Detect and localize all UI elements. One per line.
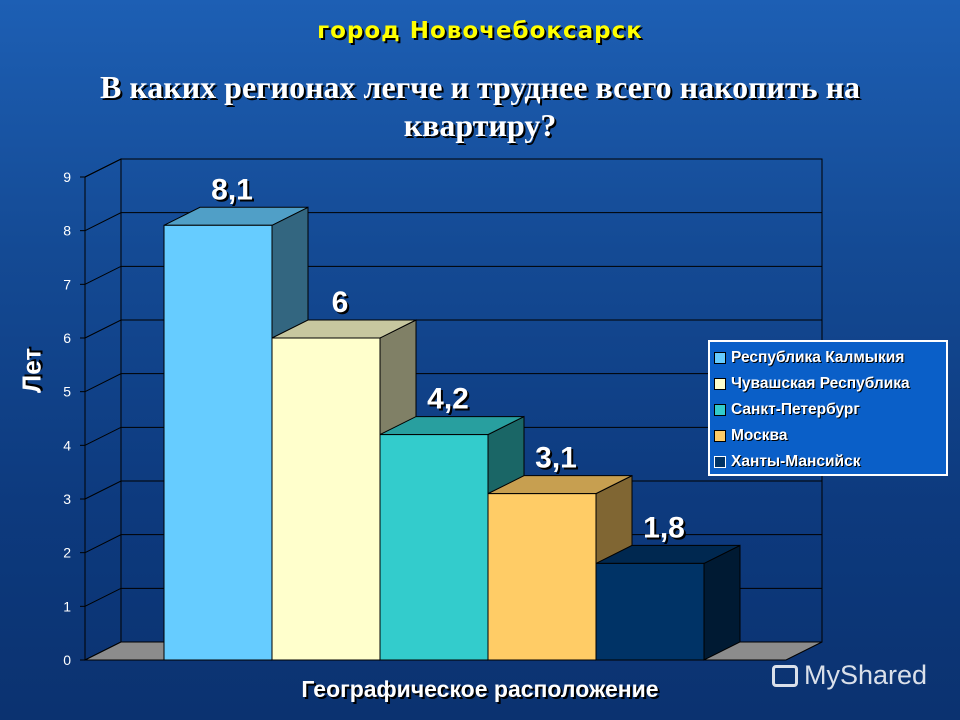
chart-legend: Республика Калмыкия Чувашская Республика С…	[708, 340, 948, 476]
y-tick-label: 5	[63, 384, 71, 400]
y-tick-label: 3	[63, 491, 71, 507]
legend-label: Чувашская Республика	[731, 375, 910, 392]
bar-front	[595, 562, 705, 661]
city-heading: город Новочебоксарск	[317, 18, 643, 44]
y-tick-label: 8	[63, 223, 71, 239]
data-label: 4,2	[427, 383, 469, 416]
gridline	[84, 426, 822, 446]
y-tick-label: 6	[63, 330, 71, 346]
data-label-shadow: 3,1	[537, 444, 579, 477]
bar-front	[487, 493, 597, 661]
data-label-shadow: 8,1	[213, 175, 255, 208]
y-axis-ticks: 0 1 2 3 4 5 6 7 8 9	[63, 169, 86, 668]
legend-swatch	[714, 404, 726, 416]
legend-item: Ханты-Мансийск	[714, 449, 946, 475]
y-tick-label: 7	[63, 276, 71, 292]
watermark: MyShared	[772, 660, 927, 691]
legend-item: Республика Калмыкия	[714, 345, 946, 371]
y-tick-label: 1	[63, 598, 71, 614]
gridline	[84, 319, 822, 339]
gridline	[84, 265, 822, 285]
legend-item: Санкт-Петербург	[714, 397, 946, 423]
y-tick-label: 9	[63, 169, 71, 185]
bar-front	[379, 434, 489, 661]
data-label: 1,8	[643, 511, 685, 544]
data-label: 3,1	[535, 442, 577, 475]
bar-side	[703, 544, 741, 661]
chart-title: В каких регионах легче и труднее всего н…	[99, 69, 861, 143]
chart-bars	[163, 206, 741, 661]
legend-swatch	[714, 378, 726, 390]
y-tick-label: 4	[63, 437, 71, 453]
watermark-logo-icon	[772, 664, 798, 687]
bar	[595, 544, 741, 661]
legend-swatch	[714, 430, 726, 442]
y-axis-label: Лет	[16, 347, 47, 394]
legend-swatch	[714, 456, 726, 468]
x-axis-label: Географическое расположение	[301, 676, 659, 702]
y-tick-label: 2	[63, 545, 71, 561]
legend-label: Москва	[731, 427, 788, 444]
data-label-shadow: 6	[334, 288, 351, 321]
bar-front	[271, 337, 381, 661]
data-label-shadow: 1,8	[645, 513, 687, 546]
data-label: 6	[332, 286, 349, 319]
watermark-text: MyShared	[804, 660, 928, 690]
data-label-shadow: 4,2	[429, 385, 471, 418]
legend-item: Москва	[714, 423, 946, 449]
gridline	[84, 158, 822, 178]
gridline	[84, 373, 822, 393]
legend-item: Чувашская Республика	[714, 371, 946, 397]
gridline	[84, 212, 822, 232]
legend-label: Санкт-Петербург	[731, 401, 860, 418]
legend-label: Республика Калмыкия	[731, 349, 905, 366]
bar	[487, 474, 633, 661]
legend-swatch	[714, 352, 726, 364]
legend-label: Ханты-Мансийск	[731, 453, 861, 470]
bar-front	[163, 224, 273, 661]
y-tick-label: 0	[63, 652, 71, 668]
data-label: 8,1	[211, 173, 253, 206]
